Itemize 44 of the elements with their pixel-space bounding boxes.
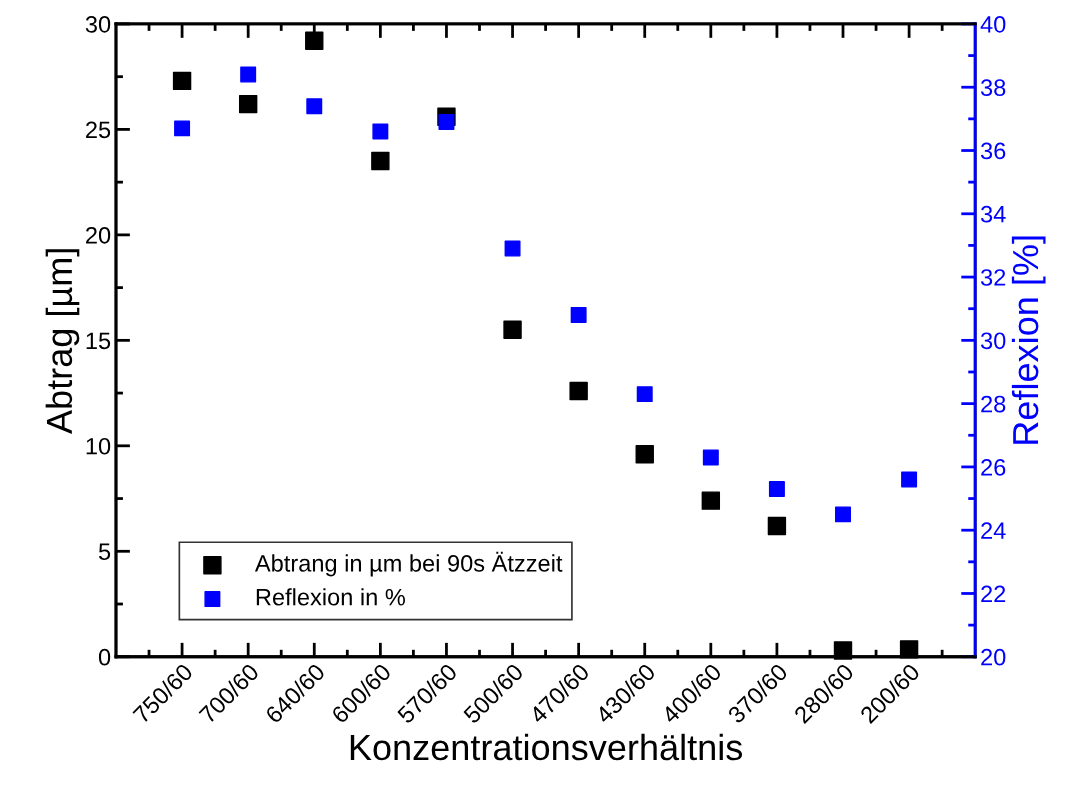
y2-axis-title: Reflexion [%] <box>1011 236 1046 444</box>
point <box>636 386 653 403</box>
y-tick-label: 10 <box>86 437 111 455</box>
y2-tick-label: 38 <box>980 79 1006 97</box>
x-axis-title: Konzentrationsverhältnis <box>350 733 743 761</box>
y-tick-label: 30 <box>85 16 111 33</box>
point <box>635 445 654 464</box>
point <box>238 94 258 114</box>
point <box>306 98 323 115</box>
y-tick-label: 25 <box>86 121 111 139</box>
point <box>172 71 192 91</box>
point <box>702 449 719 466</box>
point <box>372 123 389 140</box>
y-tick-label: 0 <box>98 648 111 666</box>
point <box>901 471 918 488</box>
point <box>503 320 522 340</box>
y2-tick-label: 40 <box>980 16 1006 33</box>
y-tick-label: 15 <box>86 332 111 350</box>
point <box>768 481 785 498</box>
point <box>504 240 521 257</box>
point <box>569 381 588 401</box>
y2-tick-label: 32 <box>980 269 1006 286</box>
point <box>570 307 587 324</box>
point <box>835 506 851 523</box>
y2-tick-label: 28 <box>981 395 1006 413</box>
y2-tick-label: 34 <box>980 205 1006 223</box>
point <box>240 66 257 83</box>
point <box>174 120 191 137</box>
point <box>701 491 721 510</box>
y2-tick-label: 26 <box>981 458 1006 476</box>
y-tick-label: 5 <box>98 543 111 561</box>
y2-tick-label: 30 <box>980 332 1006 350</box>
point <box>305 31 324 51</box>
y2-tick-label: 24 <box>981 522 1006 539</box>
point <box>438 114 455 131</box>
legend-label: Reflexion in % <box>256 588 405 606</box>
y2-tick-label: 20 <box>981 648 1006 666</box>
legend-label: Abtrang in µm bei 90s Ätzzeit <box>254 551 563 577</box>
point <box>371 151 390 171</box>
y-tick-label: 20 <box>86 226 111 244</box>
y2-tick-label: 22 <box>981 585 1006 603</box>
y-axis-title: Abtrag [µm] <box>45 249 80 434</box>
y2-tick-label: 36 <box>980 142 1006 160</box>
point <box>767 516 787 536</box>
